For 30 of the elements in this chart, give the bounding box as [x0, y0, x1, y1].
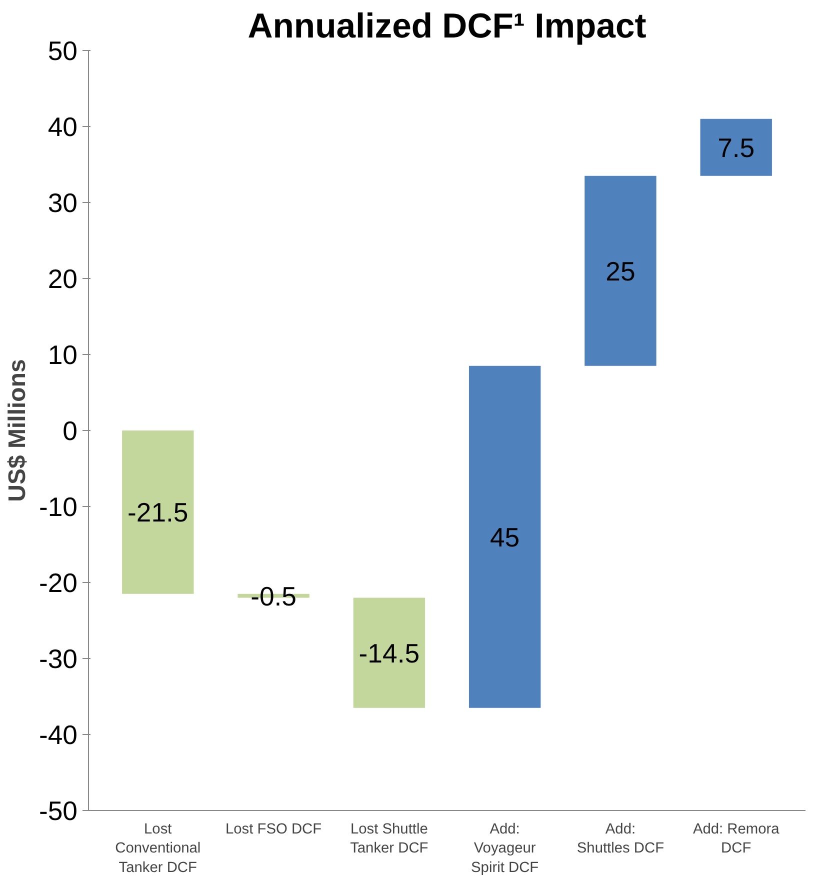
chart-title: Annualized DCF¹ Impact — [248, 8, 647, 46]
x-tick-label: Add: Remora DCF — [692, 822, 780, 857]
bar — [584, 176, 656, 366]
y-tick-label: -40 — [38, 720, 78, 750]
x-tick-label: Add: Voyageur Spirit DCF — [471, 822, 539, 876]
y-tick-label: 30 — [48, 188, 78, 218]
bar — [353, 598, 426, 708]
data-label: -0.5 — [250, 581, 297, 612]
y-tick-label: 10 — [48, 340, 78, 370]
bar — [468, 366, 541, 708]
data-label: 45 — [490, 522, 520, 552]
x-tick-label: Lost FSO DCF — [225, 822, 322, 838]
y-axis-title: US$ Millions — [4, 359, 31, 502]
x-tick-label: Lost Conventional Tanker DCF — [115, 822, 201, 876]
y-tick-label: -10 — [38, 492, 78, 522]
data-label: 25 — [606, 256, 636, 286]
bar — [122, 430, 194, 594]
bar — [700, 118, 772, 176]
y-tick-label: -50 — [38, 796, 78, 826]
y-tick-label: -30 — [38, 644, 78, 674]
x-tick-label: Lost Shuttle Tanker DCF — [350, 822, 428, 857]
x-tick-label: Add: Shuttles DCF — [576, 822, 664, 857]
y-tick-label: 20 — [48, 264, 78, 294]
data-label: 7.5 — [718, 132, 755, 163]
data-label: -21.5 — [128, 498, 188, 528]
data-label: -14.5 — [358, 638, 420, 668]
y-tick-label: 0 — [62, 416, 78, 446]
y-tick-label: -20 — [38, 568, 78, 598]
y-tick-label: 50 — [48, 36, 78, 66]
y-tick-label: 40 — [48, 112, 78, 142]
